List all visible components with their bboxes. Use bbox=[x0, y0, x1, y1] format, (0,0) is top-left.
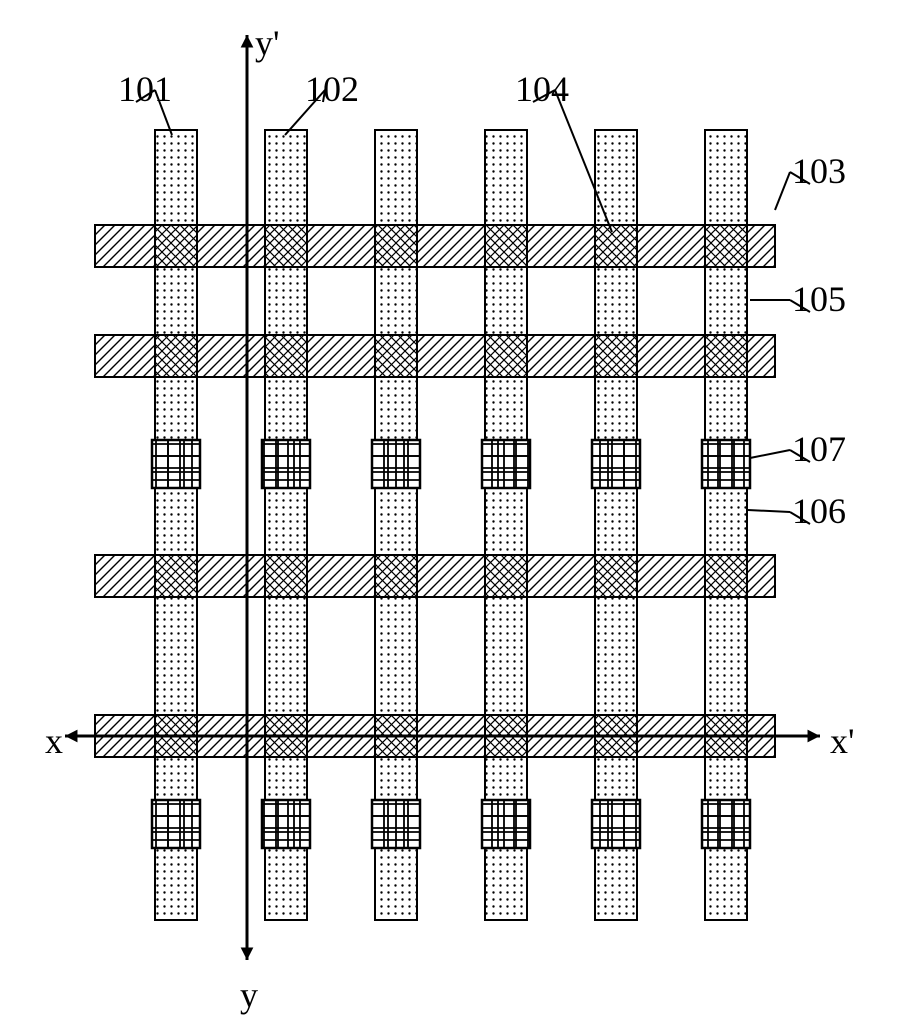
axis-label-x-prime: x' bbox=[830, 720, 855, 762]
callout-label-102: 102 bbox=[305, 68, 359, 110]
intersections-layer bbox=[155, 225, 747, 757]
callout-label-107: 107 bbox=[792, 428, 846, 470]
callout-label-104: 104 bbox=[515, 68, 569, 110]
callout-label-101: 101 bbox=[118, 68, 172, 110]
diagram-canvas: y' x' y x 101 102 104 103 105 107 106 bbox=[0, 0, 900, 1000]
grid-squares-layer bbox=[152, 440, 750, 848]
axis-label-y-prime: y' bbox=[255, 22, 280, 64]
diagram-svg bbox=[0, 0, 900, 1000]
axis-label-y: y bbox=[240, 974, 258, 1016]
callout-label-105: 105 bbox=[792, 278, 846, 320]
callout-label-106: 106 bbox=[792, 490, 846, 532]
callout-label-103: 103 bbox=[792, 150, 846, 192]
axis-label-x: x bbox=[45, 720, 63, 762]
